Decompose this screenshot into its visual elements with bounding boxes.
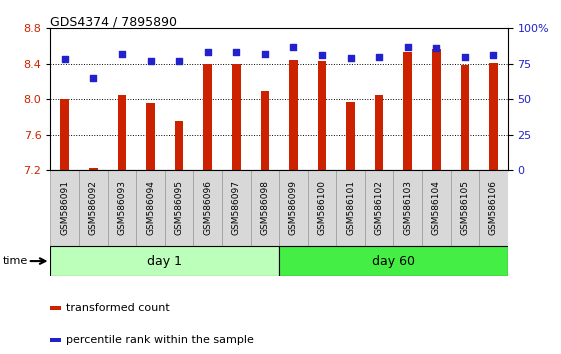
Bar — [393, 170, 422, 246]
Bar — [118, 95, 126, 170]
Bar — [260, 91, 269, 170]
Text: GSM586093: GSM586093 — [117, 181, 126, 235]
Text: GSM586105: GSM586105 — [461, 181, 470, 235]
Bar — [251, 170, 279, 246]
Text: GSM586094: GSM586094 — [146, 181, 155, 235]
Text: time: time — [3, 256, 28, 266]
Text: GSM586100: GSM586100 — [318, 181, 327, 235]
Bar — [50, 170, 79, 246]
Point — [346, 55, 355, 61]
Bar — [50, 246, 279, 276]
Bar — [318, 61, 327, 170]
Text: GSM586099: GSM586099 — [289, 181, 298, 235]
Bar — [136, 170, 165, 246]
Point — [432, 45, 441, 51]
Point — [232, 50, 241, 55]
Text: GSM586096: GSM586096 — [203, 181, 212, 235]
Bar — [204, 64, 212, 170]
Point — [174, 58, 183, 64]
Bar — [175, 121, 183, 170]
Point — [146, 58, 155, 64]
Bar — [222, 170, 251, 246]
Text: GSM586102: GSM586102 — [375, 181, 384, 235]
Bar — [232, 64, 241, 170]
Text: GSM586101: GSM586101 — [346, 181, 355, 235]
Text: transformed count: transformed count — [66, 303, 170, 313]
Text: GSM586098: GSM586098 — [260, 181, 269, 235]
Bar — [89, 168, 98, 170]
Bar — [346, 102, 355, 170]
Point — [318, 52, 327, 58]
Bar — [403, 52, 412, 170]
Bar — [108, 170, 136, 246]
Point — [60, 57, 69, 62]
Bar — [479, 170, 508, 246]
Text: GSM586106: GSM586106 — [489, 181, 498, 235]
Point — [260, 51, 269, 57]
Point — [461, 54, 470, 59]
Bar — [422, 170, 450, 246]
Point — [289, 44, 298, 50]
Bar — [432, 49, 440, 170]
Bar — [61, 99, 69, 170]
Bar — [289, 60, 298, 170]
Bar — [279, 170, 307, 246]
Point — [375, 54, 384, 59]
Text: GDS4374 / 7895890: GDS4374 / 7895890 — [50, 16, 177, 29]
Bar — [279, 246, 508, 276]
Text: GSM586097: GSM586097 — [232, 181, 241, 235]
Bar — [489, 63, 498, 170]
Text: GSM586103: GSM586103 — [403, 181, 412, 235]
Text: day 60: day 60 — [372, 255, 415, 268]
Text: percentile rank within the sample: percentile rank within the sample — [66, 335, 254, 345]
Bar — [307, 170, 336, 246]
Bar — [79, 170, 108, 246]
Text: GSM586092: GSM586092 — [89, 181, 98, 235]
Bar — [194, 170, 222, 246]
Bar — [165, 170, 194, 246]
Bar — [336, 170, 365, 246]
Text: day 1: day 1 — [148, 255, 182, 268]
Text: GSM586104: GSM586104 — [432, 181, 441, 235]
Bar — [365, 170, 393, 246]
Text: GSM586091: GSM586091 — [60, 181, 69, 235]
Text: GSM586095: GSM586095 — [174, 181, 183, 235]
Bar — [375, 95, 383, 170]
Point — [89, 75, 98, 81]
Bar — [146, 103, 155, 170]
Point — [403, 44, 412, 50]
Bar — [450, 170, 479, 246]
Point — [489, 52, 498, 58]
Bar — [461, 65, 469, 170]
Point — [117, 51, 126, 57]
Point — [203, 50, 212, 55]
